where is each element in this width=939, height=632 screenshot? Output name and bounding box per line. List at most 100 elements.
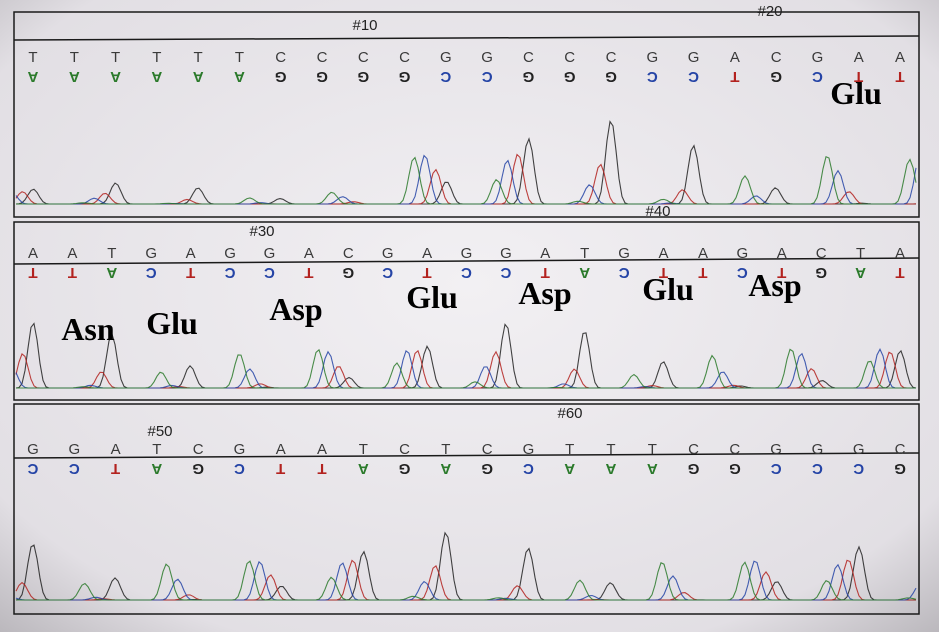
complement-base: G <box>564 68 576 85</box>
panel-frame <box>13 11 920 218</box>
base-call: A <box>317 441 327 458</box>
base-call: A <box>777 245 787 262</box>
base-call: G <box>688 49 700 66</box>
complement-base: G <box>342 264 354 281</box>
complement-base: T <box>659 264 668 281</box>
complement-base: G <box>481 460 493 477</box>
amino-acid: Glu <box>642 271 694 307</box>
amino-acid: Glu <box>830 75 882 111</box>
complement-base: A <box>605 460 616 477</box>
complement-base: T <box>317 460 326 477</box>
complement-base: G <box>399 460 411 477</box>
trace <box>16 155 917 205</box>
baseline <box>13 35 920 41</box>
base-call: C <box>193 441 204 458</box>
base-call: G <box>264 245 276 262</box>
base-call: T <box>194 49 203 66</box>
complement-base: G <box>275 68 287 85</box>
complement-base: A <box>358 460 369 477</box>
base-call: A <box>540 245 550 262</box>
complement-base: C <box>440 68 451 85</box>
base-call: G <box>481 49 493 66</box>
base-call: G <box>145 245 157 262</box>
complement-base: G <box>688 460 700 477</box>
base-call: C <box>317 49 328 66</box>
base-call: A <box>422 245 432 262</box>
base-call: T <box>111 49 120 66</box>
base-call: C <box>816 245 827 262</box>
complement-base: T <box>304 264 313 281</box>
base-call: C <box>399 49 410 66</box>
complement-base: C <box>619 264 630 281</box>
base-call: C <box>606 49 617 66</box>
labels: #10 #20 Glu #30 #40 Asn Glu Asp Glu Asp … <box>27 3 906 477</box>
base-call: A <box>730 49 740 66</box>
traces <box>15 120 917 601</box>
base-call: G <box>461 245 473 262</box>
base-call: C <box>523 49 534 66</box>
complement-base: G <box>316 68 328 85</box>
position-marker: #10 <box>352 17 377 34</box>
complement-base: T <box>423 264 432 281</box>
base-call: T <box>565 441 574 458</box>
trace <box>16 348 916 389</box>
base-call: C <box>895 441 906 458</box>
base-call: T <box>107 245 116 262</box>
base-call: T <box>648 441 657 458</box>
base-call: G <box>27 441 39 458</box>
base-call: G <box>618 245 630 262</box>
base-call: C <box>399 441 410 458</box>
amino-acid: Asp <box>748 267 801 303</box>
complement-base: A <box>564 460 575 477</box>
complement-base: G <box>815 264 827 281</box>
base-call: G <box>770 441 782 458</box>
complement-base: A <box>110 68 121 85</box>
complement-base: A <box>69 68 80 85</box>
base-call: T <box>152 49 161 66</box>
complement-base: C <box>500 264 511 281</box>
complement-base: T <box>276 460 285 477</box>
complement-base: C <box>461 264 472 281</box>
position-marker: #40 <box>645 203 670 220</box>
base-call: T <box>359 441 368 458</box>
position-marker: #30 <box>249 223 274 240</box>
complement-base: G <box>605 68 617 85</box>
complement-base: T <box>854 68 863 85</box>
baseline <box>13 257 920 265</box>
base-call: T <box>28 49 37 66</box>
complement-base: G <box>770 68 782 85</box>
complement-base: C <box>224 264 235 281</box>
base-call: G <box>812 49 824 66</box>
base-call: C <box>482 441 493 458</box>
amino-acid: Glu <box>146 305 198 341</box>
complement-base: A <box>234 68 245 85</box>
panel-frame <box>13 221 920 401</box>
complement-base: T <box>541 264 550 281</box>
complement-base: G <box>523 68 535 85</box>
base-call: C <box>688 441 699 458</box>
complement-base: C <box>688 68 699 85</box>
complement-base: G <box>729 460 741 477</box>
base-call: G <box>737 245 749 262</box>
base-call: A <box>659 245 669 262</box>
complement-base: A <box>151 460 162 477</box>
base-call: T <box>441 441 450 458</box>
complement-base: A <box>193 68 204 85</box>
complement-base: C <box>382 264 393 281</box>
base-call: C <box>564 49 575 66</box>
base-call: C <box>343 245 354 262</box>
base-call: A <box>895 49 905 66</box>
complement-base: C <box>771 460 782 477</box>
complement-base: A <box>647 460 658 477</box>
complement-base: T <box>68 264 77 281</box>
base-call: C <box>358 49 369 66</box>
complement-base: G <box>357 68 369 85</box>
amino-acid: Asp <box>269 291 322 327</box>
base-call: G <box>224 245 236 262</box>
panel-frames <box>13 11 920 615</box>
base-call: A <box>698 245 708 262</box>
baseline <box>13 452 920 459</box>
complement-base: C <box>812 68 823 85</box>
